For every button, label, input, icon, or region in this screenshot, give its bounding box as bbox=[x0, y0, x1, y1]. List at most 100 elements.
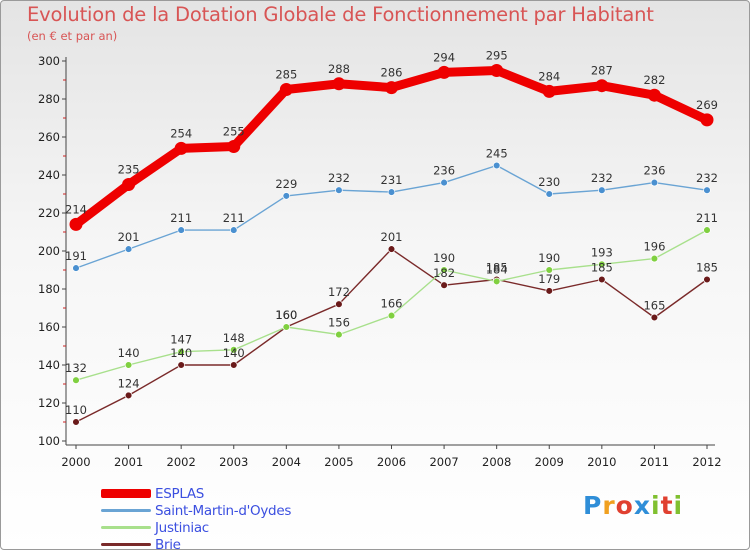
legend-label-brie: Brie bbox=[155, 536, 181, 550]
data-label-justiniac: 140 bbox=[118, 346, 140, 360]
data-point-esplas bbox=[595, 79, 609, 93]
data-point-esplas bbox=[332, 77, 346, 91]
data-point-saint-martin-d-oydes bbox=[282, 192, 291, 200]
data-point-brie bbox=[387, 245, 396, 253]
data-label-justiniac: 147 bbox=[170, 333, 192, 347]
data-label-justiniac: 193 bbox=[591, 245, 613, 259]
data-label-justiniac: 211 bbox=[696, 211, 718, 225]
legend-item-esplas: ESPLAS bbox=[101, 485, 291, 502]
data-point-esplas bbox=[700, 113, 714, 127]
data-point-saint-martin-d-oydes bbox=[177, 226, 185, 234]
data-label-esplas: 287 bbox=[591, 64, 613, 78]
data-point-justiniac bbox=[650, 254, 659, 263]
y-tick-label: 200 bbox=[38, 244, 60, 258]
legend-item-saint-martin-d-oydes: Saint-Martin-d'Oydes bbox=[101, 502, 291, 519]
legend-swatch-brie bbox=[101, 543, 151, 546]
y-tick-label: 240 bbox=[38, 168, 60, 182]
logo-letter: o bbox=[615, 491, 634, 520]
x-tick-label: 2010 bbox=[587, 455, 616, 469]
data-label-esplas: 288 bbox=[328, 62, 350, 76]
chart-subtitle: (en € et par an) bbox=[27, 29, 118, 43]
data-point-justiniac bbox=[545, 266, 553, 274]
data-point-saint-martin-d-oydes bbox=[72, 264, 80, 272]
data-point-brie bbox=[124, 391, 133, 400]
logo-letter: r bbox=[602, 491, 616, 520]
x-tick-label: 2000 bbox=[61, 455, 90, 469]
data-point-justiniac bbox=[492, 277, 501, 286]
data-point-saint-martin-d-oydes bbox=[387, 188, 396, 196]
legend-label-justiniac: Justiniac bbox=[155, 519, 209, 536]
legend: ESPLAS Saint-Martin-d'Oydes Justiniac Br… bbox=[101, 485, 291, 550]
data-label-saint-martin-d-oydes: 201 bbox=[118, 230, 140, 244]
data-point-esplas bbox=[490, 64, 504, 77]
data-point-brie bbox=[598, 275, 606, 284]
data-point-esplas bbox=[542, 84, 556, 98]
data-point-saint-martin-d-oydes bbox=[492, 161, 501, 170]
data-label-esplas: 294 bbox=[433, 50, 455, 64]
data-point-justiniac bbox=[440, 266, 448, 274]
data-point-brie bbox=[650, 313, 659, 322]
x-tick-label: 2006 bbox=[377, 455, 406, 469]
data-label-brie: 140 bbox=[223, 346, 245, 360]
data-point-saint-martin-d-oydes bbox=[230, 226, 238, 234]
logo-letter: t bbox=[660, 491, 674, 520]
data-label-brie: 185 bbox=[696, 261, 718, 275]
x-tick-label: 2011 bbox=[640, 455, 669, 469]
legend-swatch-saint-martin-d-oydes bbox=[101, 509, 151, 512]
data-label-brie: 201 bbox=[381, 230, 403, 244]
data-point-justiniac bbox=[124, 361, 133, 369]
data-point-justiniac bbox=[230, 346, 238, 354]
series-layer bbox=[69, 64, 714, 426]
y-tick-label: 120 bbox=[38, 396, 60, 410]
logo-letter: i bbox=[651, 491, 661, 520]
legend-label-saint-martin-d-oydes: Saint-Martin-d'Oydes bbox=[155, 502, 292, 519]
data-label-justiniac: 148 bbox=[223, 331, 245, 345]
y-tick-label: 140 bbox=[38, 358, 60, 372]
x-tick-label: 2003 bbox=[219, 455, 248, 469]
data-point-justiniac bbox=[335, 330, 343, 339]
legend-item-justiniac: Justiniac bbox=[101, 519, 291, 536]
data-label-justiniac: 132 bbox=[65, 361, 87, 375]
data-point-brie bbox=[72, 418, 80, 426]
legend-swatch-justiniac bbox=[101, 526, 151, 529]
data-label-esplas: 255 bbox=[223, 125, 245, 139]
data-label-esplas: 284 bbox=[538, 69, 560, 83]
data-point-saint-martin-d-oydes bbox=[124, 245, 133, 253]
x-tick-label: 2007 bbox=[429, 455, 458, 469]
data-label-brie: 172 bbox=[328, 285, 350, 299]
data-label-saint-martin-d-oydes: 232 bbox=[591, 171, 613, 185]
data-point-justiniac bbox=[72, 376, 80, 384]
data-point-esplas bbox=[279, 83, 293, 96]
data-label-justiniac: 190 bbox=[433, 251, 455, 265]
data-label-brie: 185 bbox=[591, 261, 613, 275]
data-point-brie bbox=[230, 361, 238, 369]
x-tick-label: 2005 bbox=[324, 455, 353, 469]
data-label-brie: 185 bbox=[486, 261, 508, 275]
x-tick-label: 2002 bbox=[167, 455, 196, 469]
data-point-saint-martin-d-oydes bbox=[598, 186, 606, 194]
legend-item-brie: Brie bbox=[101, 536, 291, 550]
legend-swatch-esplas bbox=[101, 489, 151, 498]
data-label-esplas: 269 bbox=[696, 98, 718, 112]
data-point-esplas bbox=[122, 178, 136, 191]
y-tick-label: 280 bbox=[38, 92, 60, 106]
data-point-brie bbox=[440, 281, 448, 289]
data-label-brie: 160 bbox=[275, 308, 297, 322]
data-label-saint-martin-d-oydes: 232 bbox=[328, 171, 350, 185]
data-label-brie: 110 bbox=[65, 403, 87, 417]
data-point-justiniac bbox=[387, 311, 396, 320]
data-label-brie: 165 bbox=[643, 299, 665, 313]
data-point-esplas bbox=[385, 81, 398, 95]
data-point-saint-martin-d-oydes bbox=[703, 186, 711, 194]
data-label-justiniac: 160 bbox=[275, 308, 297, 322]
data-point-brie bbox=[335, 300, 343, 308]
logo-letter: i bbox=[673, 491, 684, 520]
data-label-saint-martin-d-oydes: 230 bbox=[538, 175, 560, 189]
data-label-brie: 140 bbox=[170, 346, 192, 360]
data-point-justiniac bbox=[282, 323, 291, 331]
data-point-saint-martin-d-oydes bbox=[335, 186, 343, 194]
data-label-saint-martin-d-oydes: 211 bbox=[170, 211, 192, 225]
data-label-justiniac: 156 bbox=[328, 316, 350, 330]
